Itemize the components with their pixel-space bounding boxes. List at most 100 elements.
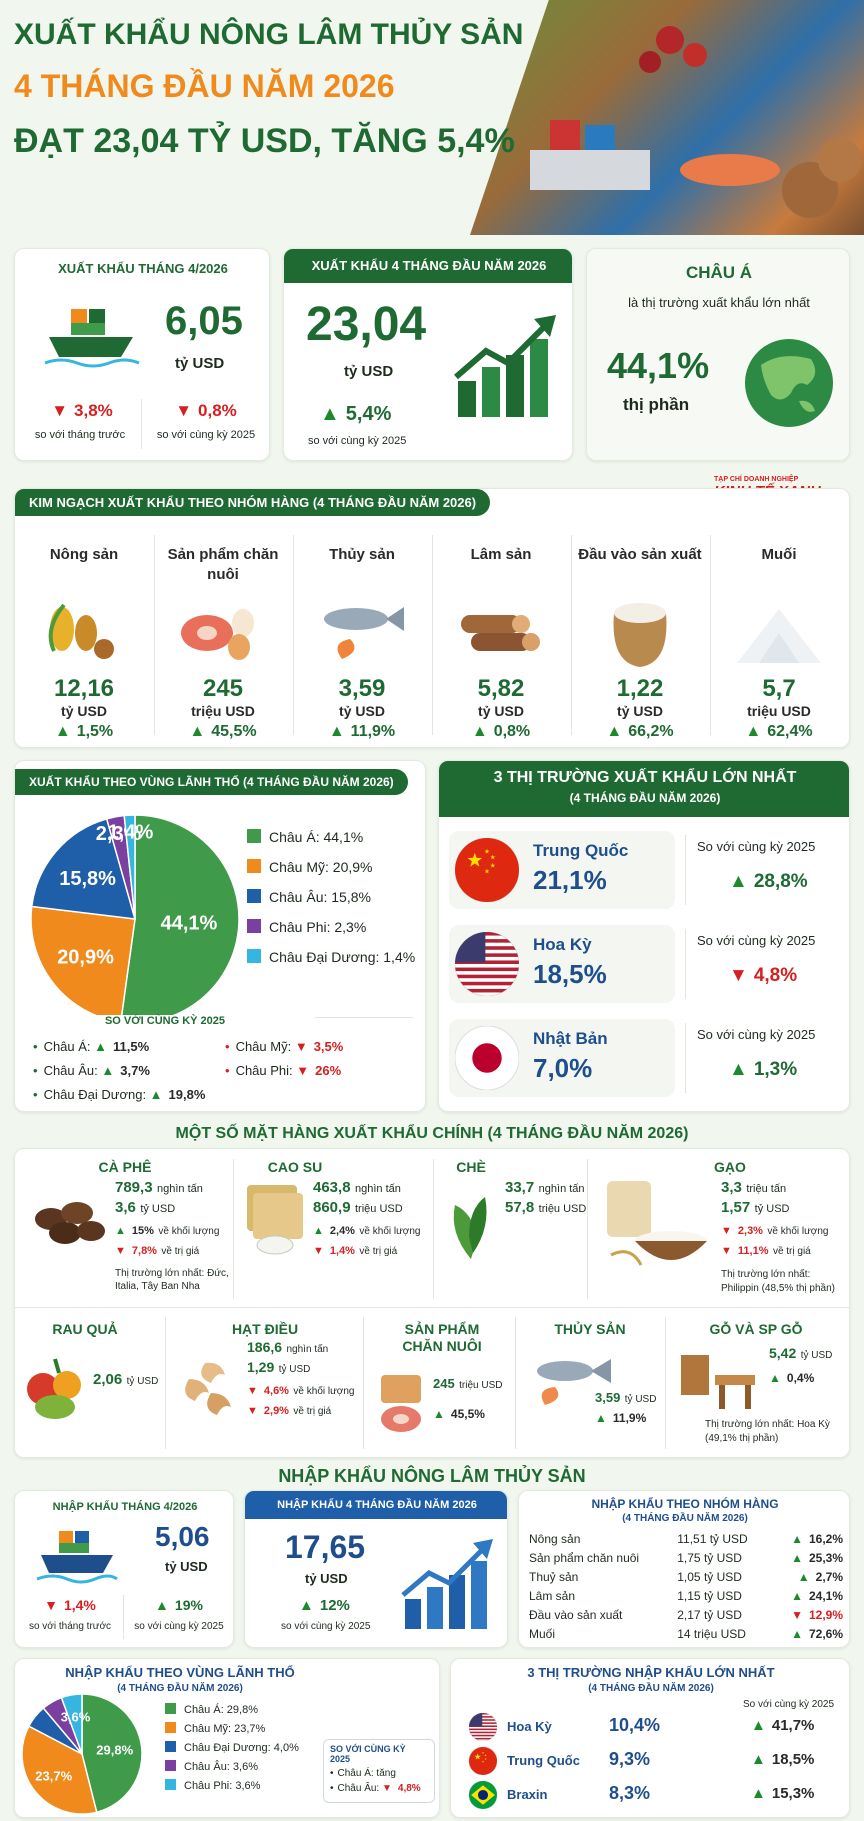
legend-label: Châu Á: 44,1% [269, 829, 364, 845]
export-top3-card: 3 THỊ TRƯỜNG XUẤT KHẨU LỚN NHẤT (4 THÁNG… [438, 760, 850, 1112]
coffee-c2: 7,8% [115, 1245, 157, 1257]
bullet-icon: • [225, 1039, 230, 1054]
region-compare-label: Châu Á: [43, 1039, 95, 1054]
import-group-value: 14 triệu USD [677, 1626, 746, 1641]
kpi-april-change-1: 3,8% [23, 401, 141, 421]
import-group-row: Muối 14 triệu USD 72,6% [525, 1624, 847, 1643]
group-name: Muối [761, 546, 797, 563]
livestock-v: 245 [433, 1376, 455, 1391]
import-group-row: Sản phẩm chăn nuôi 1,75 tỷ USD 25,3% [525, 1548, 847, 1567]
legend-item: Châu Á: 44,1% [247, 829, 423, 845]
import-group-value: 1,75 tỷ USD [677, 1550, 742, 1565]
group-change: 62,4% [714, 723, 844, 741]
fruit-basket-icon [27, 1358, 81, 1419]
legend-item: Châu Phi: 3,6% [165, 1779, 325, 1792]
cashew-v2: 1,29 [247, 1359, 275, 1375]
import-groups-title: NHẬP KHẨU THEO NHÓM HÀNG [591, 1497, 779, 1511]
import-region-compare-item: •Châu Âu: 4,8% [330, 1783, 428, 1794]
rice-c2l: về trị giá [772, 1246, 811, 1257]
group-unit: tỷ USD [478, 703, 524, 719]
import-group-name: Đầu vào sản xuất [529, 1607, 623, 1622]
import-top3-share: 10,4% [609, 1715, 661, 1735]
legend-item: Châu Âu: 3,6% [165, 1760, 325, 1773]
wood-market-2: (49,1% thị phần) [705, 1433, 779, 1444]
import-region-card: NHẬP KHẨU THEO VÙNG LÃNH THỔ (4 THÁNG ĐẦ… [14, 1658, 440, 1818]
cashew-u2: tỷ USD [278, 1364, 311, 1375]
top3-row: Hoa Kỳ 18,5% [449, 925, 675, 1003]
import-april-change-2: 19% [125, 1597, 233, 1613]
import-top3-share: 8,3% [609, 1783, 651, 1803]
seafood-u: tỷ USD [624, 1394, 657, 1405]
import-group-change: 25,3% [772, 1548, 847, 1567]
china-flag-icon [455, 838, 519, 902]
legend-label: Châu Mỹ: 23,7% [184, 1723, 266, 1735]
import-region-title: NHẬP KHẨU THEO VÙNG LÃNH THỔ [65, 1665, 295, 1680]
rubber-c2: 1,4% [313, 1245, 355, 1257]
region-compare-label: Châu Phi: [235, 1063, 297, 1078]
import-april-card: NHẬP KHẨU THÁNG 4/2026 5,06 tỷ USD 1,4% … [14, 1490, 234, 1648]
group-change: 45,5% [158, 723, 288, 741]
sack-icon [613, 603, 667, 667]
rubber-sheet-icon [247, 1185, 303, 1255]
legend-swatch [165, 1760, 176, 1771]
group-name: Lâm sản [470, 546, 532, 563]
region-compare-value: 3,7% [101, 1063, 150, 1078]
import-4months-value: 17,65 [285, 1529, 366, 1565]
import-growth-icon [401, 1539, 493, 1629]
kpi-asia-card: CHÂU Á là thị trường xuất khẩu lớn nhất … [586, 248, 850, 461]
region-compare-label: Châu Âu: [43, 1063, 102, 1078]
region-compare-item: • Châu Mỹ: 3,5% [225, 1039, 343, 1054]
kpi-april-change-2: 0,8% [145, 401, 267, 421]
veg-name: RAU QUẢ [52, 1321, 118, 1337]
legend-label: Châu Đại Dương: 1,4% [269, 949, 416, 965]
pie-label: 23,7% [35, 1769, 72, 1784]
pie-label: 29,8% [96, 1742, 133, 1757]
rice-market: Thị trường lớn nhất: [721, 1269, 811, 1280]
legend-swatch [247, 829, 261, 843]
cashew-icon [185, 1362, 231, 1415]
rice-c1l: về khối lượng [767, 1226, 829, 1237]
group-value: 12,16 [53, 675, 115, 702]
import-title: NHẬP KHẨU NÔNG LÂM THỦY SẢN [278, 1466, 586, 1486]
top3-country: Trung Quốc [533, 841, 629, 860]
kpi-asia-value: 44,1% [607, 345, 710, 386]
veg-v: 2,06 [93, 1371, 123, 1388]
export-region-card: XUẤT KHẨU THEO VÙNG LÃNH THỔ (4 THÁNG ĐẦ… [14, 760, 426, 1112]
cashew-v1: 186,6 [247, 1339, 283, 1355]
kpi-4months-unit: tỷ USD [344, 363, 394, 380]
import-group-change: 2,7% [772, 1567, 847, 1586]
kpi-april-title: XUẤT KHẨU THÁNG 4/2026 [58, 261, 228, 276]
legend-item: Châu Âu: 15,8% [247, 889, 423, 905]
group-value: 245 [202, 675, 244, 702]
import-group-name: Nông sản [529, 1531, 581, 1546]
import-top3-country: Trung Quốc [507, 1753, 580, 1768]
import-top3-card: 3 THỊ TRƯỜNG NHẬP KHẨU LỚN NHẤT (4 THÁNG… [450, 1658, 850, 1818]
region-compare-value: 3,5% [295, 1039, 344, 1054]
kpi-april-unit: tỷ USD [175, 355, 225, 372]
import-region-compare: SO VỚI CÙNG KỲ 2025 • Châu Á: tăng • Châu … [323, 1739, 435, 1803]
group-name: Thủy sản [329, 546, 395, 563]
top3-row: Trung Quốc 21,1% [449, 831, 675, 909]
import-top3-title: 3 THỊ TRƯỜNG NHẬP KHẨU LỚN NHẤT [527, 1665, 775, 1680]
region-compare-label: Châu Mỹ: [235, 1039, 295, 1054]
wood-v: 5,42 [769, 1345, 797, 1361]
tea-u2: triệu USD [538, 1203, 587, 1215]
import-group-value: 1,15 tỷ USD [677, 1588, 742, 1603]
import-4months-card: NHẬP KHẨU 4 THÁNG ĐẦU NĂM 2026 17,65 tỷ … [244, 1490, 508, 1648]
export-top3-title: 3 THỊ TRƯỜNG XUẤT KHẨU LỚN NHẤT [493, 769, 797, 786]
top3-share: 21,1% [533, 865, 607, 895]
region-compare-value: 19,8% [150, 1087, 206, 1102]
legend-item: Châu Mỹ: 20,9% [247, 859, 423, 875]
bullet-icon: • [330, 1768, 334, 1779]
legend-label: Châu Âu: 15,8% [269, 889, 371, 905]
export-region-legend: Châu Á: 44,1% Châu Mỹ: 20,9% Châu Âu: 15,8… [247, 829, 423, 979]
import-region-compare-label: Châu Á: tăng [337, 1768, 396, 1779]
cashew-c2: 2,9% [247, 1405, 289, 1417]
tea-stats: 33,7 nghìn tấn 57,8 triệu USD [505, 1179, 587, 1217]
kpi-asia-subtitle: là thị trường xuất khẩu lớn nhất [628, 295, 810, 310]
rubber-stats: 463,8 nghìn tấn 860,9 triệu USD 2,4% về … [313, 1179, 431, 1259]
kpi-4months-card: XUẤT KHẨU 4 THÁNG ĐẦU NĂM 2026 23,04 tỷ … [283, 248, 573, 461]
log-icon [461, 615, 540, 651]
rice-u2: tỷ USD [754, 1203, 790, 1215]
rubber-c1: 2,4% [313, 1225, 355, 1237]
